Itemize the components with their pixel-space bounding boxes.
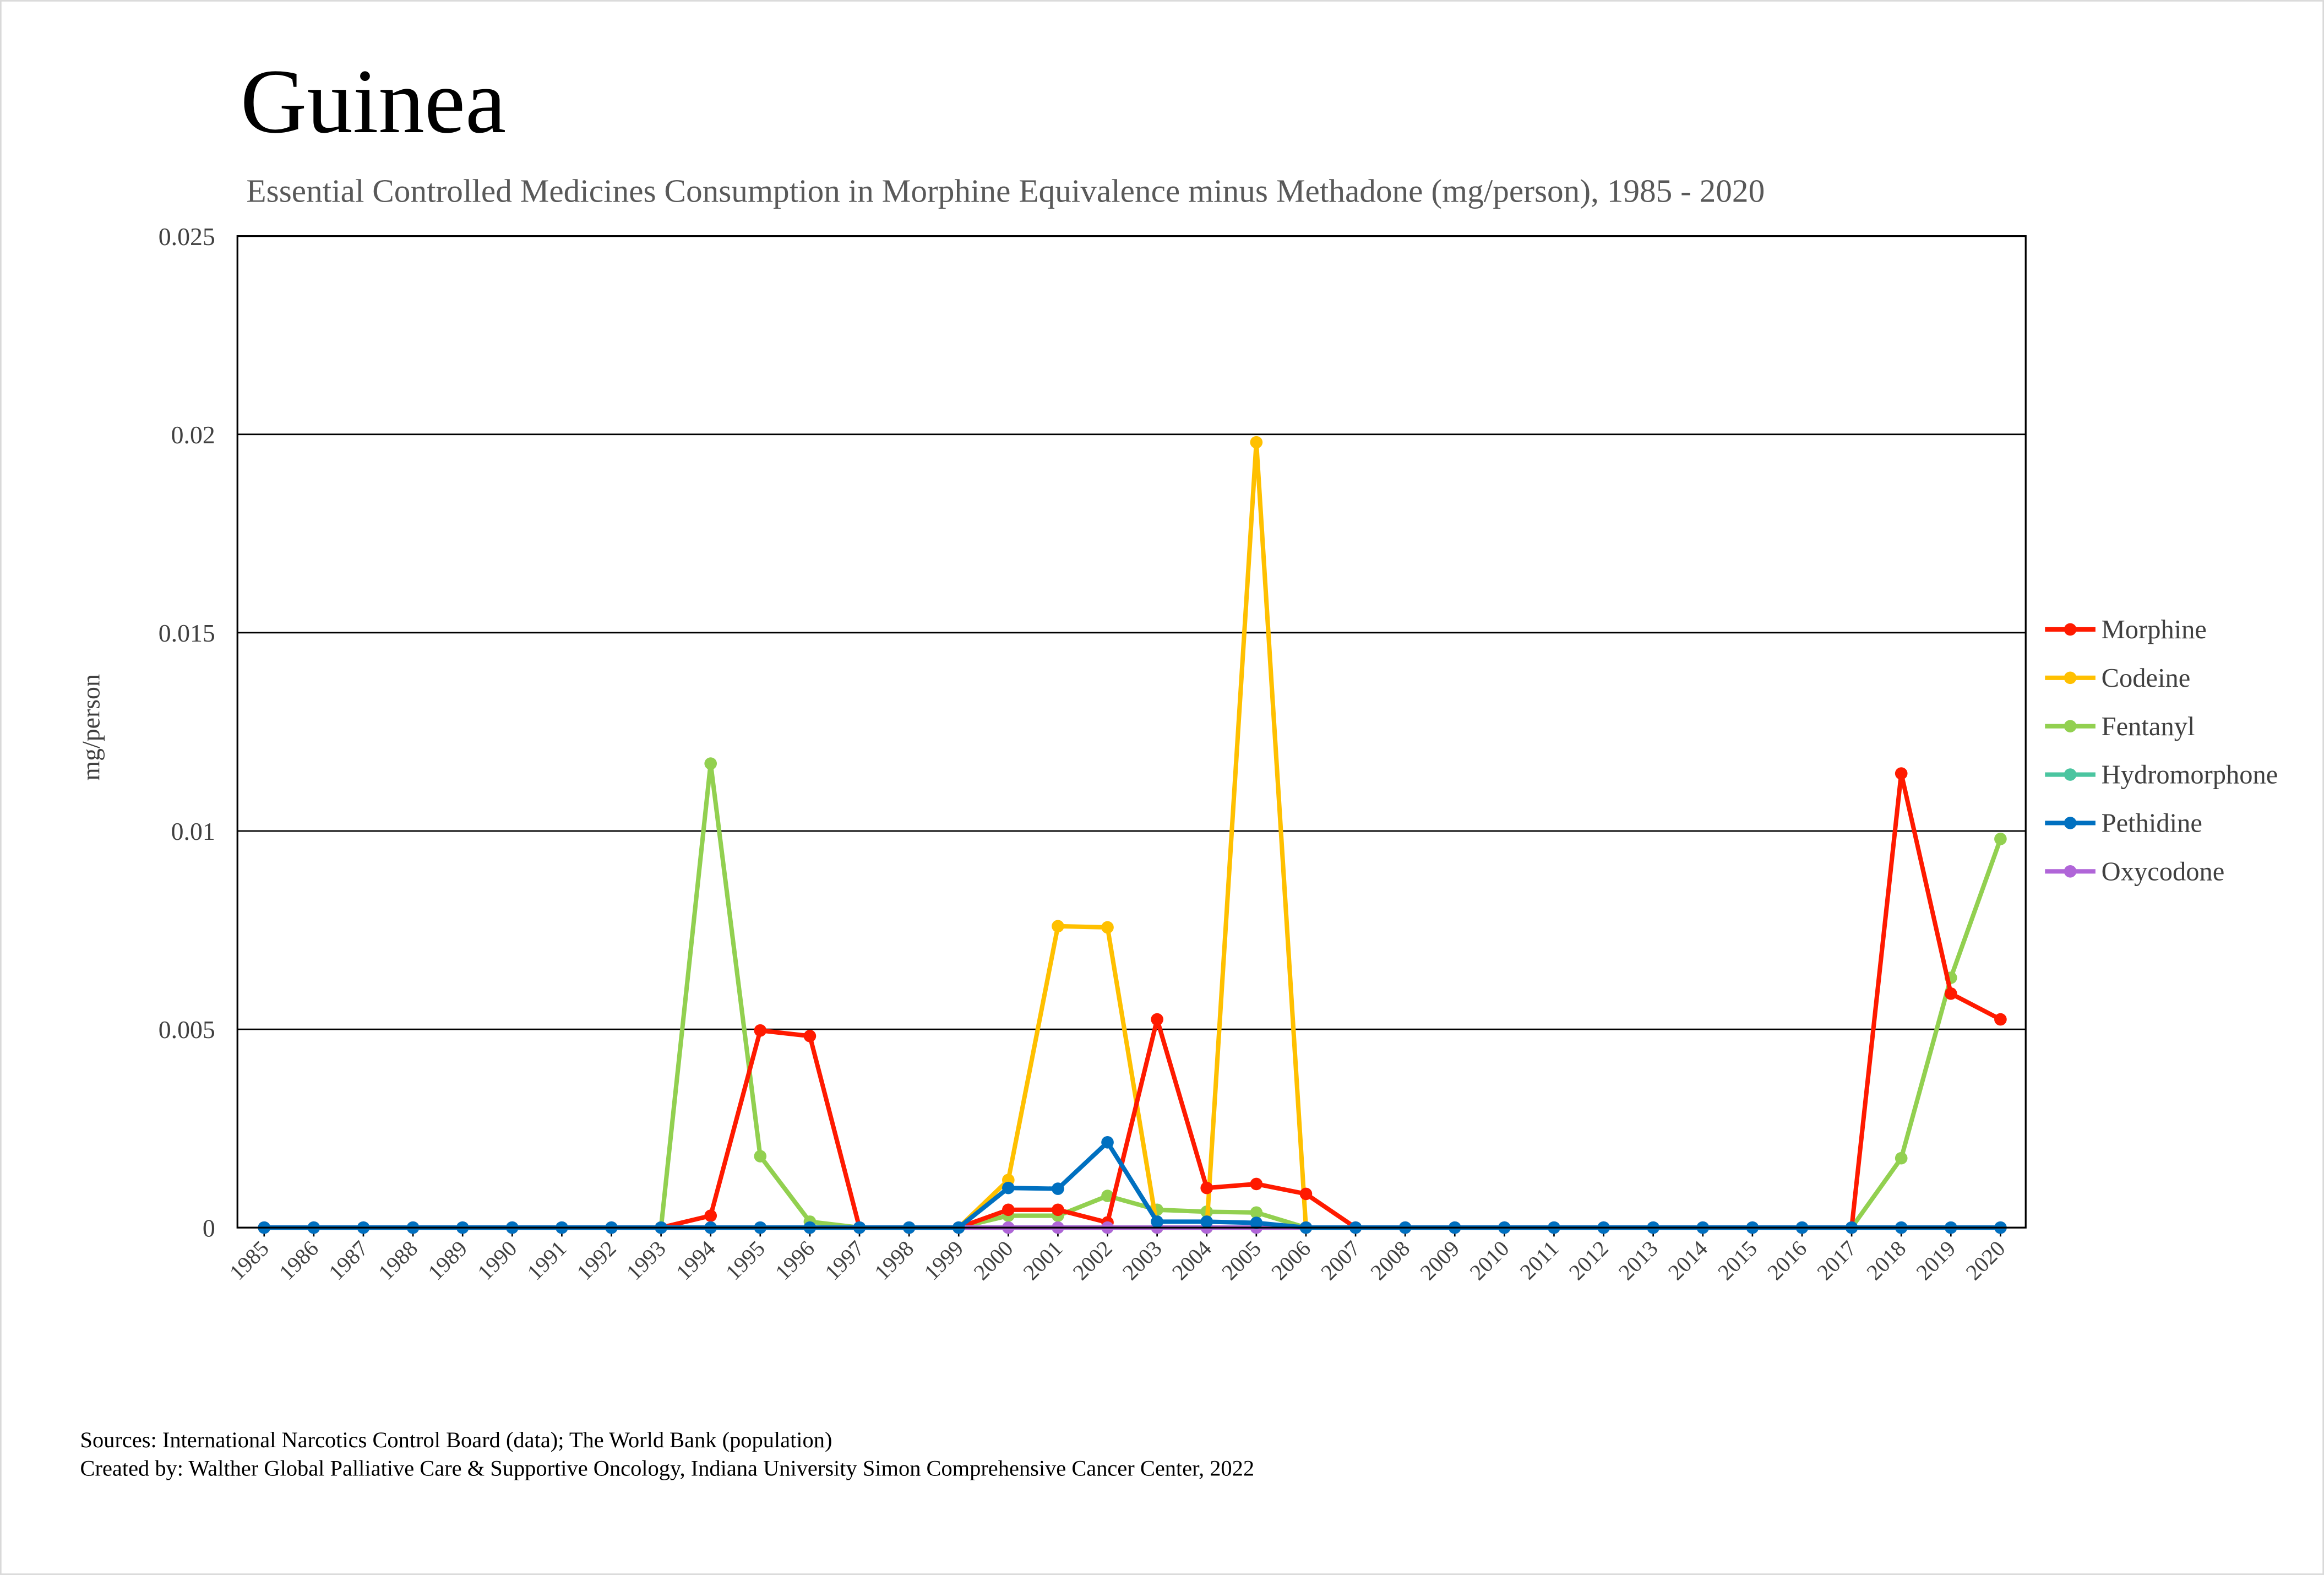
data-point-pethidine	[1151, 1215, 1163, 1228]
chart-title: Guinea	[241, 51, 507, 153]
legend-label: Fentanyl	[2102, 712, 2195, 741]
y-tick-label: 0.015	[159, 619, 215, 647]
data-point-fentanyl	[1895, 1152, 1908, 1165]
data-point-morphine	[1250, 1177, 1263, 1191]
legend-item-pethidine: Pethidine	[2045, 809, 2202, 838]
data-point-morphine	[1151, 1013, 1163, 1026]
data-point-pethidine	[1101, 1136, 1114, 1149]
legend-label: Morphine	[2102, 615, 2207, 644]
legend: Morphine Codeine Fentanyl Hydromorphone Peth…	[2045, 615, 2278, 886]
data-point-morphine	[1895, 767, 1908, 780]
data-point-morphine	[1200, 1181, 1213, 1194]
y-axis-label: mg/person	[77, 674, 105, 780]
data-point-pethidine	[1002, 1181, 1015, 1194]
data-point-pethidine	[1200, 1215, 1213, 1228]
legend-label: Pethidine	[2102, 809, 2202, 838]
y-tick-label: 0	[203, 1214, 215, 1242]
footer-sources: Sources: International Narcotics Control…	[80, 1427, 832, 1452]
data-point-morphine	[1299, 1187, 1313, 1201]
data-point-codeine	[1052, 920, 1064, 933]
chart-subtitle: Essential Controlled Medicines Consumpti…	[246, 173, 1765, 209]
footer-created-by: Created by: Walther Global Palliative Ca…	[80, 1455, 1255, 1480]
legend-item-hydromorphone: Hydromorphone	[2045, 761, 2278, 790]
data-point-morphine	[803, 1030, 817, 1042]
data-point-morphine	[1052, 1203, 1064, 1216]
y-tick-label: 0.005	[159, 1015, 215, 1044]
data-point-fentanyl	[1250, 1206, 1263, 1219]
data-point-morphine	[754, 1024, 767, 1037]
legend-marker	[2064, 671, 2077, 685]
legend-marker	[2064, 865, 2077, 878]
data-point-morphine	[1994, 1013, 2007, 1026]
legend-label: Hydromorphone	[2102, 761, 2278, 790]
legend-item-oxycodone: Oxycodone	[2045, 857, 2224, 886]
legend-item-fentanyl: Fentanyl	[2045, 712, 2195, 741]
legend-item-codeine: Codeine	[2045, 664, 2190, 693]
plot-area-frame	[236, 235, 2027, 1229]
legend-item-morphine: Morphine	[2045, 615, 2207, 644]
data-point-morphine	[1944, 987, 1957, 1000]
data-point-pethidine	[1052, 1182, 1064, 1195]
legend-label: Codeine	[2102, 664, 2191, 693]
data-point-fentanyl	[1994, 833, 2007, 845]
legend-marker	[2064, 768, 2077, 781]
y-tick-label: 0.02	[171, 421, 215, 449]
legend-marker	[2064, 720, 2077, 733]
data-point-pethidine	[1250, 1216, 1263, 1229]
y-tick-label: 0.01	[171, 817, 215, 845]
data-point-morphine	[704, 1209, 717, 1222]
data-point-codeine	[1101, 921, 1114, 934]
data-point-codeine	[1250, 436, 1263, 449]
y-tick-label: 0.025	[159, 222, 215, 251]
legend-marker	[2064, 817, 2077, 829]
data-point-fentanyl	[1101, 1190, 1114, 1202]
data-point-morphine	[1002, 1203, 1015, 1216]
legend-label: Oxycodone	[2102, 857, 2225, 886]
data-point-fentanyl	[754, 1150, 767, 1163]
data-point-fentanyl	[704, 757, 717, 770]
legend-marker	[2064, 623, 2077, 636]
y-tick-labels: 0 0.005 0.01 0.015 0.02 0.025	[159, 222, 215, 1242]
